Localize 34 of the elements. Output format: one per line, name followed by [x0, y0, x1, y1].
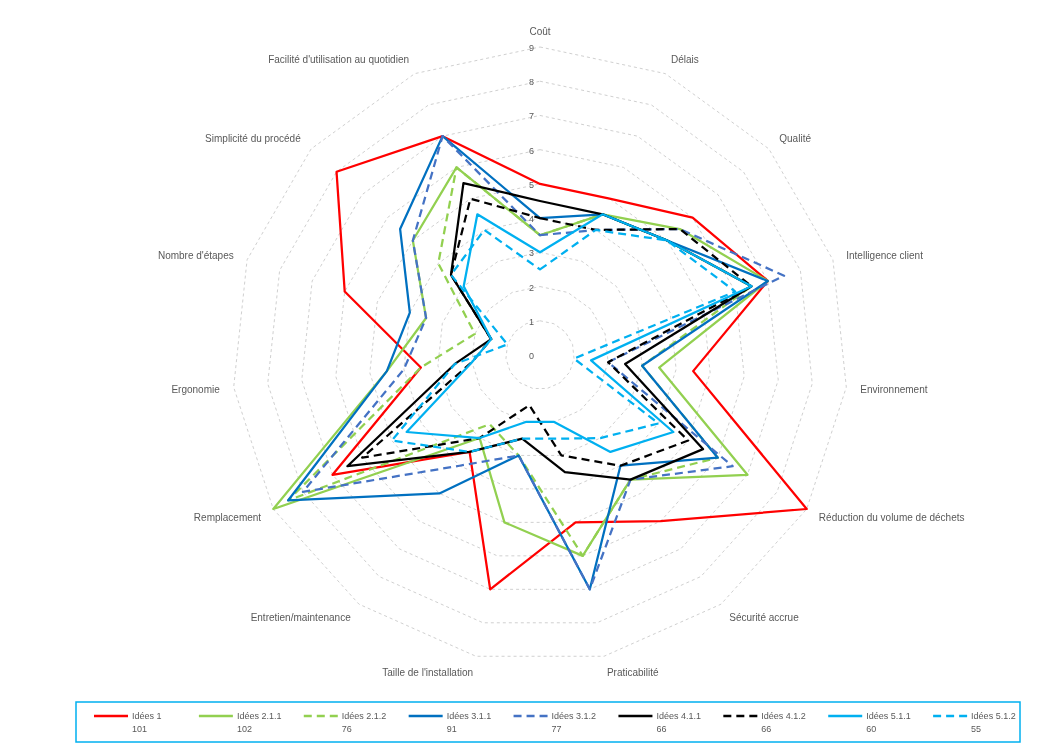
legend-label: Idées 5.1.1 60 — [866, 711, 911, 734]
spoke-label: Intelligence client — [846, 249, 924, 261]
spoke-label: Qualité — [779, 133, 812, 145]
spoke-label: Coût — [529, 26, 551, 37]
legend-label: Idées 5.1.2 55 — [971, 711, 1016, 734]
y-tick-label: 5 — [528, 179, 534, 190]
spoke-label: Réduction du volume de déchets — [818, 512, 965, 523]
spoke-label: Praticabilité — [606, 666, 660, 678]
y-tick-label: 1 — [528, 316, 534, 327]
spoke-label: Nombre d'étapes — [157, 249, 234, 261]
legend-label: Idées 3.1.2 77 — [551, 711, 597, 734]
spoke-label: Sécurité accrue — [729, 612, 800, 624]
spoke-label: Facilité d'utilisation au quotidien — [268, 54, 410, 66]
legend-label: Idées 1 101 — [132, 711, 162, 734]
spoke-label: Délais — [670, 54, 699, 66]
legend-label: Idées 4.1.2 66 — [761, 711, 806, 734]
y-tick-label: 4 — [528, 214, 534, 225]
y-tick-label: 2 — [528, 282, 534, 293]
y-tick-label: 0 — [528, 351, 534, 361]
spoke-label: Remplacement — [193, 512, 262, 523]
y-tick-label: 3 — [528, 248, 534, 259]
legend-label: Idées 2.1.1 102 — [236, 711, 282, 734]
y-tick-label: 7 — [528, 111, 534, 122]
legend-label: Idées 4.1.1 66 — [656, 711, 701, 734]
legend-label: Idées 2.1.2 76 — [341, 711, 387, 734]
y-tick-label: 6 — [528, 145, 534, 156]
spoke-label: Simplicité du procédé — [205, 133, 302, 145]
y-tick-label: 9 — [528, 43, 534, 53]
spoke-label: Ergonomie — [171, 383, 221, 395]
spoke-label: Taille de l'installation — [382, 666, 474, 678]
spoke-label: Environnement — [860, 383, 928, 395]
y-tick-label: 8 — [528, 77, 534, 88]
spoke-label: Entretien/maintenance — [250, 612, 352, 624]
legend-label: Idées 3.1.1 91 — [446, 711, 492, 734]
